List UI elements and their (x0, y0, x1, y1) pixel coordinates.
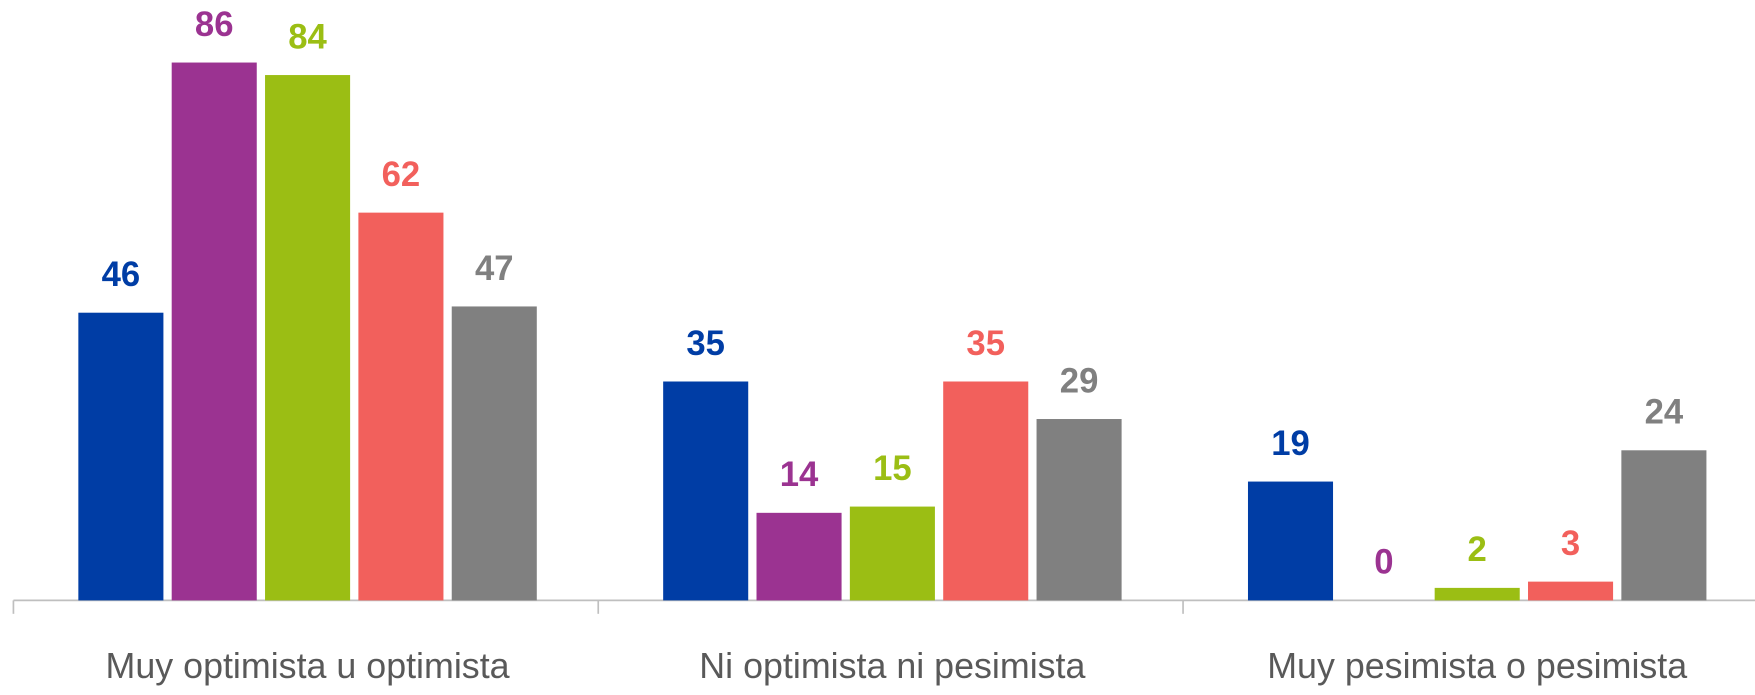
bar (265, 75, 351, 601)
x-tick-label: Ni optimista ni pesimista (699, 646, 1085, 686)
value-label: 19 (1271, 425, 1310, 463)
x-tick-label: Muy optimista u optimista (106, 646, 510, 686)
bar (756, 512, 842, 601)
bar (1434, 587, 1520, 601)
bar (78, 312, 164, 601)
x-tick-label: Muy pesimista o pesimista (1267, 646, 1687, 686)
value-label: 35 (686, 325, 725, 363)
value-label: 47 (475, 250, 514, 288)
value-label: 62 (382, 156, 421, 194)
value-label: 14 (780, 456, 819, 494)
value-label: 35 (966, 325, 1005, 363)
value-label: 2 (1468, 531, 1487, 569)
bar (451, 306, 537, 601)
bar (1621, 450, 1707, 601)
bar (1247, 481, 1334, 601)
value-label: 86 (195, 6, 234, 44)
bar (849, 506, 935, 601)
value-label: 84 (288, 18, 327, 56)
bar (663, 381, 749, 601)
value-label: 29 (1060, 362, 1099, 400)
bar (171, 62, 257, 601)
value-label: 24 (1645, 394, 1684, 432)
value-label: 3 (1561, 525, 1580, 563)
value-label: 46 (102, 256, 141, 294)
value-label: 15 (873, 450, 912, 488)
value-label: 0 (1374, 544, 1393, 582)
bar (358, 212, 444, 601)
bar (943, 381, 1029, 601)
bar (1036, 419, 1122, 601)
bar (1528, 581, 1614, 601)
